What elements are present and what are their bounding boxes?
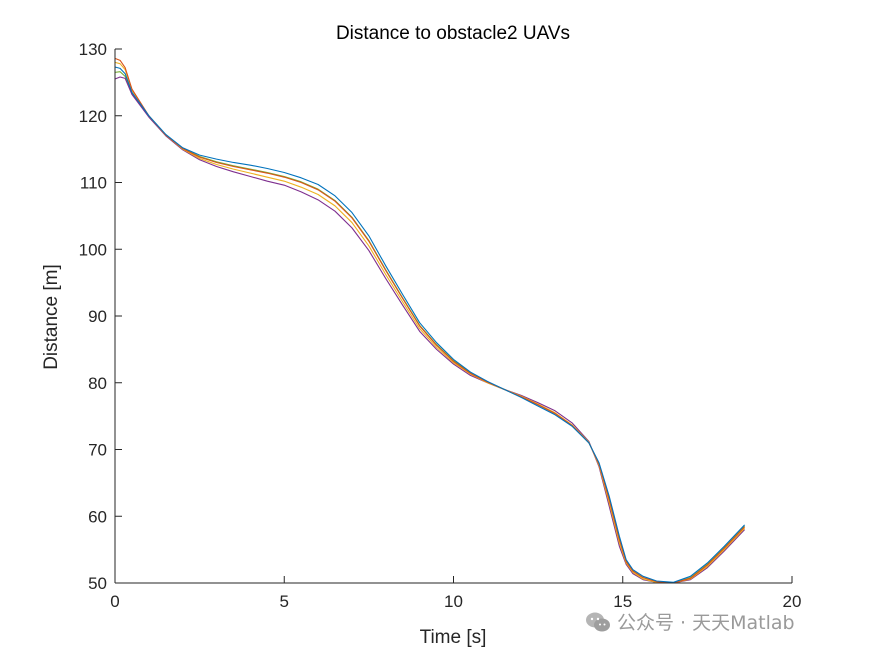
- series-line-3: [114, 61, 746, 584]
- x-tick-label: 5: [280, 592, 289, 611]
- y-tick-label: 120: [79, 107, 107, 126]
- watermark-text: 公众号 · 天天Matlab: [617, 612, 795, 634]
- series-line-4: [114, 76, 746, 584]
- series-line-5: [114, 71, 746, 584]
- chart-title: Distance to obstacle2 UAVs: [336, 23, 570, 44]
- y-tick-label: 50: [88, 574, 107, 593]
- axes: 0 5 10 15 20 50 60 70 80 90 100 110 120 130: [79, 40, 802, 611]
- y-tick-label: 80: [88, 374, 107, 393]
- x-axis-title: Time [s]: [420, 627, 487, 648]
- x-tick-label: 15: [613, 592, 632, 611]
- y-tick-label: 60: [88, 507, 107, 526]
- series-line-1: [114, 66, 746, 583]
- y-tick-label: 100: [79, 240, 107, 259]
- plot-lines: [114, 57, 746, 584]
- y-axis-title: Distance [m]: [41, 264, 62, 370]
- y-tick-label: 110: [80, 174, 107, 193]
- x-tick-label: 10: [444, 592, 463, 611]
- y-tick-label: 70: [88, 441, 107, 460]
- y-tick-label: 90: [88, 307, 107, 326]
- y-tick-label: 130: [79, 40, 107, 59]
- x-tick-label: 0: [110, 592, 119, 611]
- wechat-icon: [586, 612, 610, 631]
- series-line-2: [114, 57, 746, 584]
- watermark: 公众号 · 天天Matlab: [585, 608, 795, 635]
- x-tick-label: 20: [783, 592, 802, 611]
